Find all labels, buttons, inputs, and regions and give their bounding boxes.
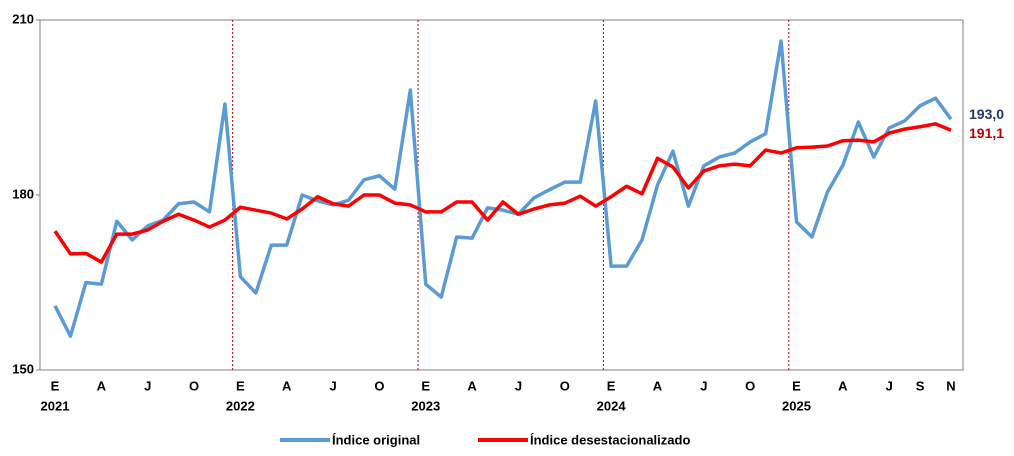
y-tick-label: 210 — [12, 11, 34, 26]
x-tick-label: N — [946, 378, 955, 393]
year-label: 2021 — [41, 398, 70, 413]
series-line — [53, 122, 952, 264]
y-tick-label: 150 — [12, 361, 34, 376]
x-tick-label: E — [236, 378, 245, 393]
y-tick-label: 180 — [12, 186, 34, 201]
x-tick-label: J — [886, 378, 893, 393]
series-line — [53, 39, 953, 338]
year-label: 2025 — [782, 398, 811, 413]
x-tick-label: J — [515, 378, 522, 393]
year-label: 2022 — [226, 398, 255, 413]
x-tick-label: O — [745, 378, 755, 393]
x-tick-label: O — [189, 378, 199, 393]
x-tick-label: J — [700, 378, 707, 393]
legend-label: Índice original — [332, 432, 420, 447]
legend-label: Índice desestacionalizado — [530, 432, 690, 447]
x-tick-label: A — [653, 378, 663, 393]
x-tick-label: O — [374, 378, 384, 393]
value-label: 191,1 — [969, 125, 1004, 141]
year-label: 2024 — [597, 398, 627, 413]
x-tick-label: E — [607, 378, 616, 393]
x-tick-label: J — [329, 378, 336, 393]
plot-area — [39, 19, 964, 371]
x-tick-label: O — [560, 378, 570, 393]
x-tick-label: A — [97, 378, 107, 393]
x-tick-label: E — [421, 378, 430, 393]
x-tick-label: S — [916, 378, 925, 393]
x-tick-label: A — [838, 378, 848, 393]
x-tick-label: E — [792, 378, 801, 393]
year-label: 2023 — [411, 398, 440, 413]
x-tick-label: J — [144, 378, 151, 393]
value-label: 193,0 — [969, 106, 1004, 122]
x-tick-label: A — [467, 378, 477, 393]
x-tick-label: A — [282, 378, 292, 393]
x-tick-label: E — [51, 378, 60, 393]
